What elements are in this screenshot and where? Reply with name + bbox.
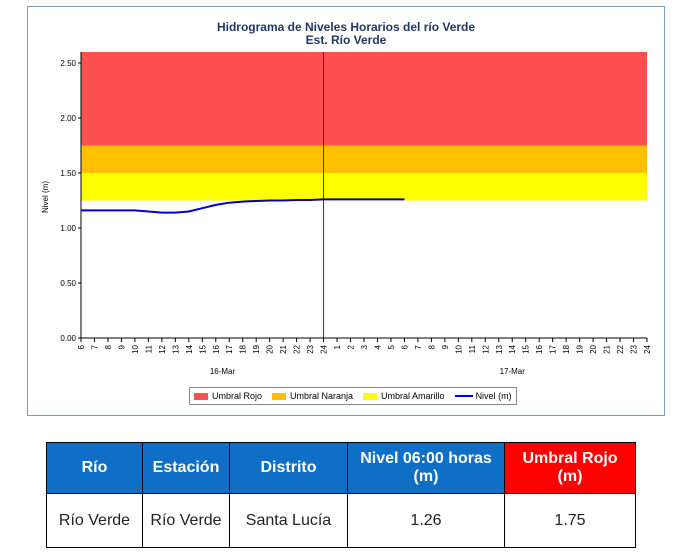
x-tick-label: 15 <box>522 344 531 353</box>
legend-label: Umbral Rojo <box>212 391 263 401</box>
x-tick-label: 15 <box>198 344 207 353</box>
legend-item: Umbral Amarillo <box>363 391 445 401</box>
cell-umbral-rojo: 1.75 <box>504 493 636 548</box>
x-tick-label: 5 <box>387 344 396 349</box>
x-tick-label: 24 <box>320 344 329 353</box>
header-umbral-rojo: Umbral Rojo (m) <box>504 442 636 494</box>
series-line-nivel <box>81 198 405 214</box>
x-tick-label: 8 <box>427 344 436 349</box>
x-tick-label: 13 <box>171 344 180 353</box>
legend-swatch <box>194 392 208 400</box>
x-tick-label: 12 <box>481 344 490 353</box>
band-umbral-naranja <box>81 145 647 173</box>
chart-legend: Umbral Rojo Umbral Naranja Umbral Amarillo… <box>189 387 517 405</box>
cell-nivel: 1.26 <box>347 493 505 548</box>
x-tick-label: 1 <box>333 344 342 349</box>
x-tick-label: 19 <box>252 344 261 353</box>
x-tick-label: 2 <box>347 344 356 349</box>
x-tick-label: 9 <box>441 344 450 349</box>
legend-swatch <box>363 392 378 400</box>
chart-frame: Hidrograma de Niveles Horarios del río V… <box>27 6 665 416</box>
x-tick-label: 21 <box>603 344 612 353</box>
header-rio: Río <box>46 442 143 494</box>
x-tick-label: 6 <box>77 344 86 349</box>
x-tick-label: 19 <box>576 344 585 353</box>
date-label: 16-Mar <box>210 367 236 376</box>
x-tick-label: 21 <box>279 344 288 353</box>
x-tick-label: 23 <box>306 344 315 353</box>
legend-swatch <box>272 392 287 400</box>
x-tick-label: 12 <box>158 344 167 353</box>
x-tick-label: 8 <box>104 344 113 349</box>
x-tick-label: 17 <box>549 344 558 353</box>
x-tick-label: 16 <box>212 344 221 353</box>
x-tick-label: 9 <box>117 344 126 349</box>
x-tick-label: 13 <box>495 344 504 353</box>
cell-distrito: Santa Lucía <box>229 493 348 548</box>
x-tick-label: 7 <box>414 344 423 349</box>
legend-item: Nivel (m) <box>454 391 512 401</box>
y-tick-label: 0.00 <box>60 334 76 343</box>
legend-label: Umbral Naranja <box>290 391 354 401</box>
x-tick-label: 3 <box>360 344 369 349</box>
band-umbral-amarillo <box>81 173 647 201</box>
chart-title: Hidrograma de Niveles Horarios del río V… <box>217 20 475 34</box>
x-tick-label: 20 <box>266 344 275 353</box>
x-tick-label: 20 <box>589 344 598 353</box>
x-tick-label: 22 <box>293 344 302 353</box>
legend-item: Umbral Naranja <box>272 391 353 401</box>
legend-label: Nivel (m) <box>475 391 512 401</box>
band-umbral-rojo <box>81 52 647 146</box>
y-axis-label: Nivel (m) <box>41 181 50 213</box>
header-distrito: Distrito <box>229 442 348 494</box>
x-tick-label: 24 <box>643 344 652 353</box>
y-tick-label: 0.50 <box>60 279 76 288</box>
x-tick-label: 17 <box>225 344 234 353</box>
y-tick-label: 2.50 <box>60 59 76 68</box>
x-tick-label: 22 <box>616 344 625 353</box>
table-header-row: Río Estación Distrito Nivel 06:00 horas … <box>46 442 636 494</box>
table-row: Río Verde Río Verde Santa Lucía 1.26 1.7… <box>46 493 636 548</box>
x-tick-label: 6 <box>400 344 409 349</box>
summary-table: Río Estación Distrito Nivel 06:00 horas … <box>46 442 636 548</box>
hydrograph-chart: Hidrograma de Niveles Horarios del río V… <box>41 20 652 376</box>
chart-subtitle: Est. Río Verde <box>306 33 387 47</box>
x-tick-label: 18 <box>562 344 571 353</box>
cell-estacion: Río Verde <box>142 493 230 548</box>
y-tick-label: 1.00 <box>60 224 76 233</box>
cell-rio: Río Verde <box>46 493 143 548</box>
date-label: 17-Mar <box>500 367 526 376</box>
header-estacion: Estación <box>142 442 230 494</box>
x-tick-label: 10 <box>131 344 140 353</box>
x-tick-label: 11 <box>144 344 153 353</box>
x-tick-label: 11 <box>468 344 477 353</box>
legend-label: Umbral Amarillo <box>381 391 445 401</box>
y-tick-label: 1.50 <box>60 169 76 178</box>
x-tick-label: 7 <box>90 344 99 349</box>
x-tick-label: 14 <box>185 344 194 353</box>
x-tick-label: 16 <box>535 344 544 353</box>
x-tick-label: 18 <box>239 344 248 353</box>
legend-item: Umbral Rojo <box>194 391 262 401</box>
x-tick-label: 4 <box>373 344 382 349</box>
legend-swatch <box>454 395 473 397</box>
header-nivel: Nivel 06:00 horas (m) <box>347 442 505 494</box>
x-tick-label: 10 <box>454 344 463 353</box>
x-tick-label: 14 <box>508 344 517 353</box>
x-tick-label: 23 <box>630 344 639 353</box>
y-tick-label: 2.00 <box>60 114 76 123</box>
